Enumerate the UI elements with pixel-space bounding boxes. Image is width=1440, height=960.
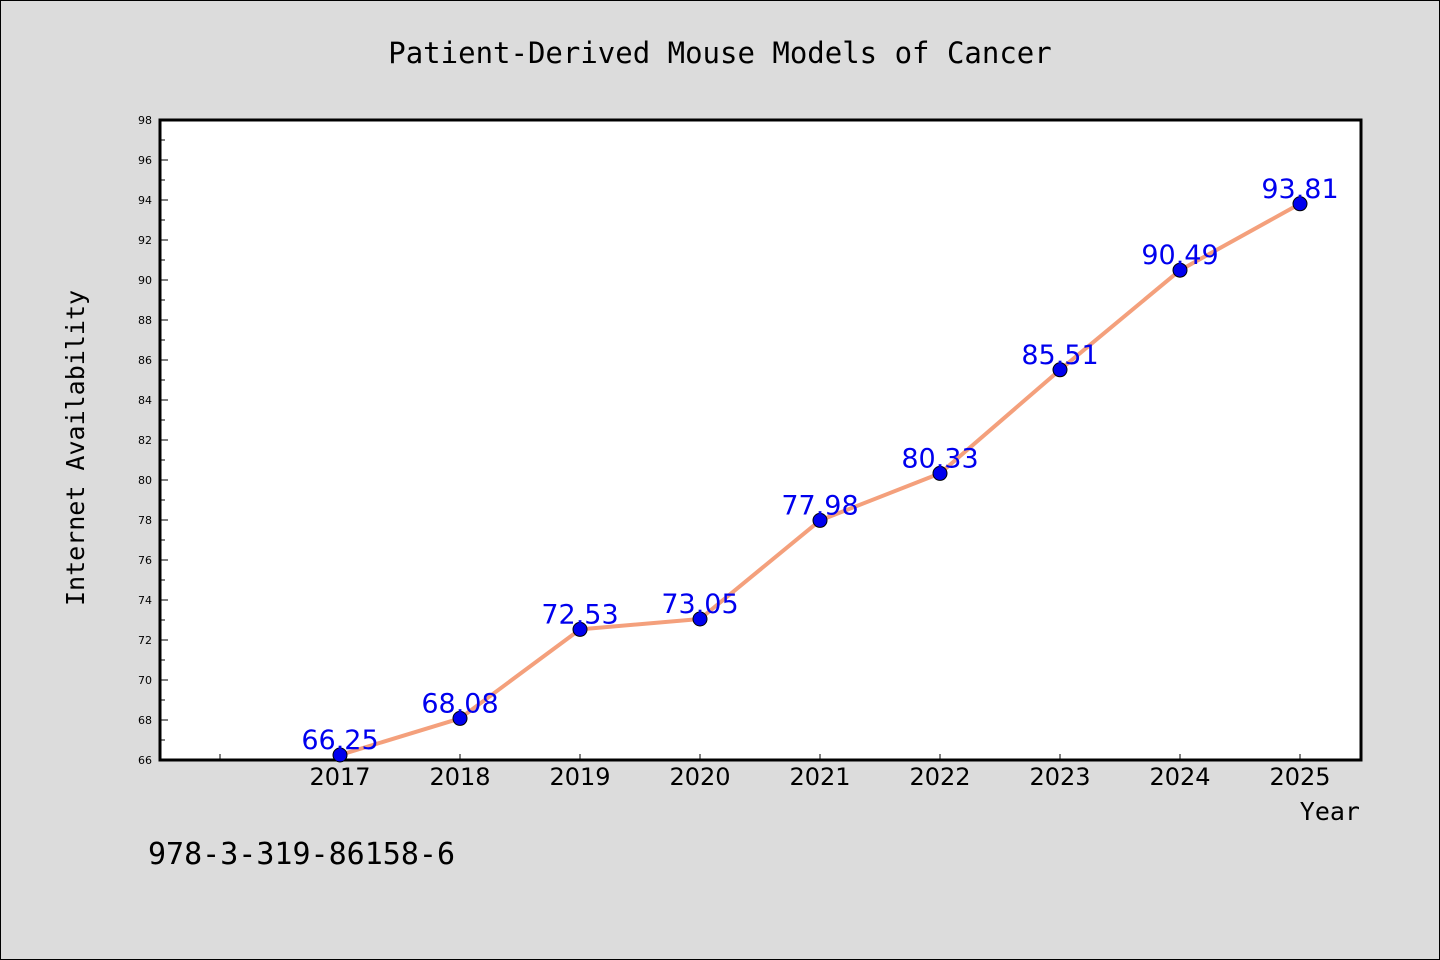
x-tick-label: 2020 xyxy=(669,763,730,791)
data-label: 72.53 xyxy=(541,599,618,630)
y-tick-label: 74 xyxy=(138,594,152,607)
y-tick-label: 92 xyxy=(138,234,152,247)
y-tick-label: 84 xyxy=(138,394,152,407)
data-point xyxy=(1292,196,1308,212)
y-axis-title: Internet Availability xyxy=(61,290,90,606)
y-tick-label: 98 xyxy=(138,114,152,127)
data-label: 85.51 xyxy=(1021,340,1098,371)
data-label: 93.81 xyxy=(1261,174,1338,205)
data-label: 77.98 xyxy=(781,490,858,521)
y-tick-label: 66 xyxy=(138,754,152,767)
y-tick-label: 80 xyxy=(138,474,152,487)
y-tick-label: 68 xyxy=(138,714,152,727)
data-point xyxy=(932,465,948,481)
isbn-text: 978-3-319-86158-6 xyxy=(148,837,455,872)
data-point xyxy=(332,747,348,763)
y-tick-label: 94 xyxy=(138,194,152,207)
data-label: 73.05 xyxy=(661,589,738,620)
y-tick-label: 78 xyxy=(138,514,152,527)
data-label: 66.25 xyxy=(301,725,378,756)
data-point xyxy=(812,512,828,528)
data-point xyxy=(452,710,468,726)
y-tick-label: 72 xyxy=(138,634,152,647)
x-tick-label: 2018 xyxy=(429,763,490,791)
x-axis-title: Year xyxy=(1300,797,1360,826)
y-tick-label: 86 xyxy=(138,354,152,367)
y-tick-label: 90 xyxy=(138,274,152,287)
chart-title: Patient-Derived Mouse Models of Cancer xyxy=(388,36,1051,70)
x-axis: 2017 2018 2019 2020 2021 2022 2023 2024 2025 xyxy=(219,754,1331,791)
markers-group xyxy=(332,196,1308,763)
data-point xyxy=(692,611,708,627)
y-tick-label: 76 xyxy=(138,554,152,567)
data-label: 80.33 xyxy=(901,443,978,474)
data-point xyxy=(1052,362,1068,378)
data-labels-group: 66.25 68.08 72.53 73.05 77.98 80.33 85.51 90.49… xyxy=(301,174,1338,756)
data-label: 90.49 xyxy=(1141,240,1218,271)
plot-area xyxy=(158,118,1363,762)
x-tick-label: 2017 xyxy=(309,763,370,791)
x-tick-label: 2023 xyxy=(1029,763,1090,791)
data-point xyxy=(572,621,588,637)
x-tick-label: 2024 xyxy=(1149,763,1210,791)
y-tick-label: 88 xyxy=(138,314,152,327)
x-tick-label: 2021 xyxy=(789,763,850,791)
y-axis: 66 68 70 72 74 76 78 80 82 84 86 88 90 92 94 96 98 xyxy=(138,114,168,767)
y-tick-label: 70 xyxy=(138,674,152,687)
data-label: 68.08 xyxy=(421,688,498,719)
y-tick-label: 96 xyxy=(138,154,152,167)
y-tick-label: 82 xyxy=(138,434,152,447)
x-tick-label: 2022 xyxy=(909,763,970,791)
x-tick-label: 2025 xyxy=(1269,763,1330,791)
x-tick-label: 2019 xyxy=(549,763,610,791)
data-point xyxy=(1172,262,1188,278)
